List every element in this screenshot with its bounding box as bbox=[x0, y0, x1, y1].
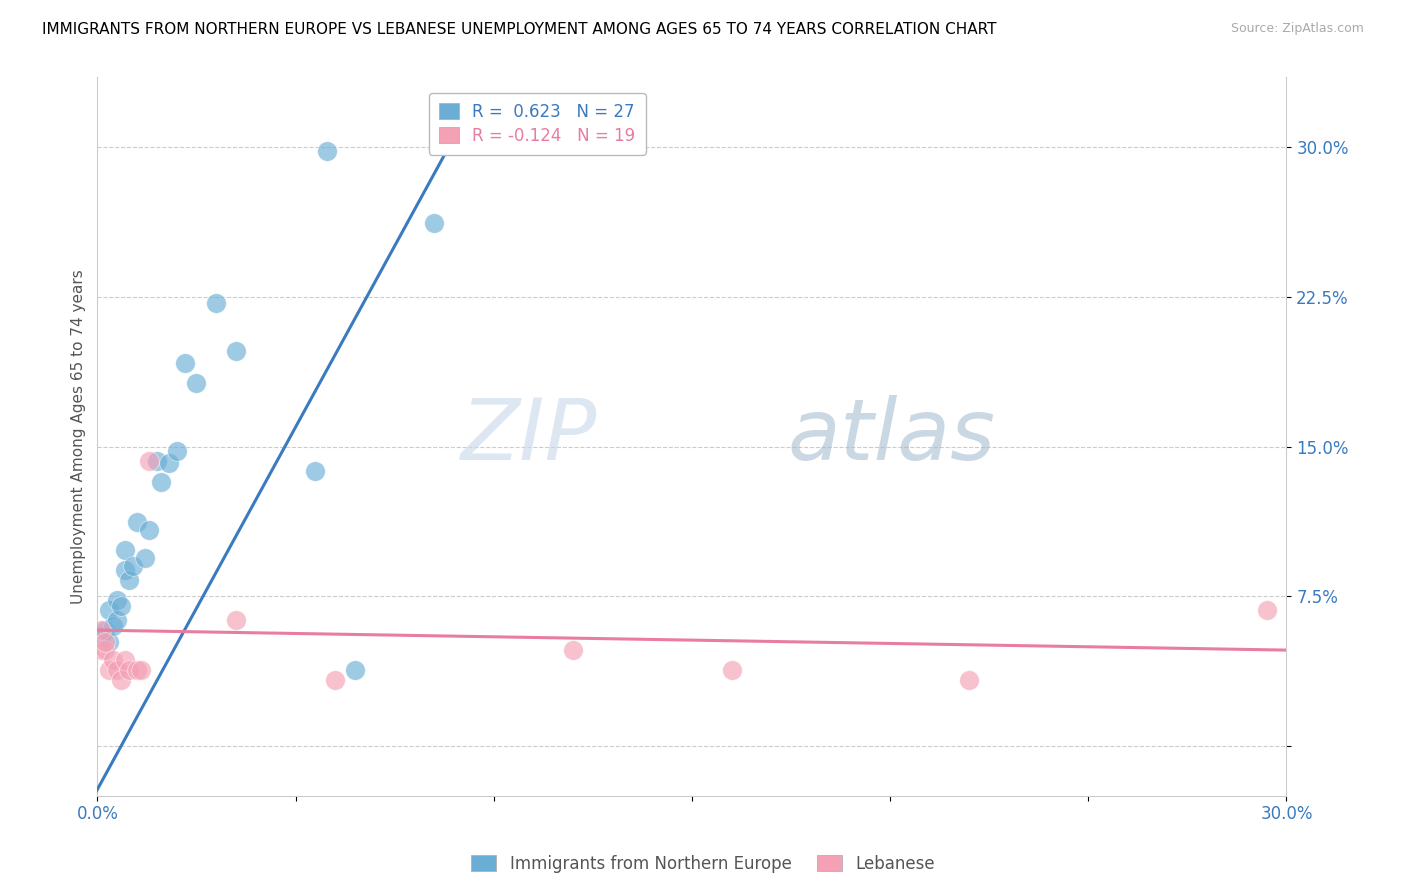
Point bbox=[1256, 603, 1278, 617]
Point bbox=[157, 456, 180, 470]
Point bbox=[186, 376, 208, 390]
Text: ZIP: ZIP bbox=[461, 395, 596, 478]
Point bbox=[173, 356, 195, 370]
Text: IMMIGRANTS FROM NORTHERN EUROPE VS LEBANESE UNEMPLOYMENT AMONG AGES 65 TO 74 YEA: IMMIGRANTS FROM NORTHERN EUROPE VS LEBAN… bbox=[42, 22, 997, 37]
Point bbox=[205, 296, 228, 310]
Point bbox=[114, 563, 136, 577]
Point bbox=[562, 643, 585, 657]
Point bbox=[146, 453, 169, 467]
Point bbox=[118, 574, 141, 588]
Point bbox=[225, 343, 247, 358]
Point bbox=[103, 653, 125, 667]
Point bbox=[114, 653, 136, 667]
Point bbox=[90, 643, 112, 657]
Point bbox=[304, 463, 326, 477]
Point bbox=[103, 619, 125, 633]
Point bbox=[105, 613, 128, 627]
Point bbox=[98, 663, 121, 677]
Point bbox=[98, 635, 121, 649]
Point bbox=[225, 613, 247, 627]
Point bbox=[94, 635, 117, 649]
Point bbox=[98, 603, 121, 617]
Point bbox=[423, 216, 446, 230]
Point bbox=[166, 443, 188, 458]
Point bbox=[138, 453, 160, 467]
Point bbox=[114, 543, 136, 558]
Point bbox=[105, 593, 128, 607]
Point bbox=[323, 673, 346, 687]
Point bbox=[720, 663, 742, 677]
Point bbox=[134, 551, 156, 566]
Point bbox=[122, 559, 145, 574]
Point bbox=[105, 663, 128, 677]
Point bbox=[90, 629, 112, 643]
Point bbox=[316, 145, 339, 159]
Point bbox=[138, 524, 160, 538]
Point bbox=[343, 663, 366, 677]
Point bbox=[118, 663, 141, 677]
Point bbox=[110, 599, 132, 614]
Point bbox=[94, 643, 117, 657]
Point bbox=[94, 623, 117, 637]
Point bbox=[125, 516, 148, 530]
Text: atlas: atlas bbox=[787, 395, 995, 478]
Point bbox=[149, 475, 172, 490]
Point bbox=[129, 663, 152, 677]
Text: Source: ZipAtlas.com: Source: ZipAtlas.com bbox=[1230, 22, 1364, 36]
Point bbox=[110, 673, 132, 687]
Point bbox=[125, 663, 148, 677]
Point bbox=[957, 673, 980, 687]
Legend: Immigrants from Northern Europe, Lebanese: Immigrants from Northern Europe, Lebanes… bbox=[465, 848, 941, 880]
Legend: R =  0.623   N = 27, R = -0.124   N = 19: R = 0.623 N = 27, R = -0.124 N = 19 bbox=[429, 93, 645, 155]
Point bbox=[90, 623, 112, 637]
Y-axis label: Unemployment Among Ages 65 to 74 years: Unemployment Among Ages 65 to 74 years bbox=[72, 269, 86, 604]
